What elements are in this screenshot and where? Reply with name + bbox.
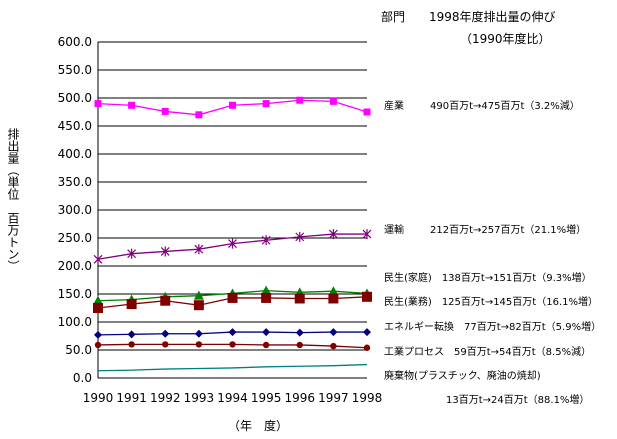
data-point: [93, 303, 103, 313]
chart-subtitle: （1990年度比）: [460, 32, 551, 46]
annotation-commercial: 民生(業務) 125百万t→145百万t（16.1%増）: [384, 293, 598, 308]
annotation-name: 産業: [384, 101, 404, 112]
y-tick-label: 200.0: [58, 259, 92, 273]
data-point: [328, 229, 338, 240]
annotation-process: 工業プロセス 59百万t→54百万t（8.5%減）: [384, 343, 591, 358]
annotation-industry: 産業 490百万t→475百万t（3.2%減）: [384, 97, 580, 112]
data-point: [94, 341, 102, 349]
y-tick-label: 500.0: [58, 91, 92, 105]
x-tick-label: 1996: [284, 391, 315, 405]
data-point: [126, 299, 137, 310]
annotation-text: 77百万t→82百万t（5.9%増）: [464, 322, 602, 333]
data-point: [296, 341, 303, 349]
data-point: [160, 246, 170, 257]
data-point: [261, 285, 272, 295]
data-point: [94, 330, 102, 339]
data-point: [262, 341, 270, 349]
data-point: [194, 329, 203, 338]
annotation-text: 125百万t→145百万t（16.1%増）: [441, 297, 598, 308]
x-tick-label: 1994: [217, 391, 248, 405]
data-point: [94, 100, 102, 108]
annotation-name: 民生(家庭): [384, 273, 432, 284]
annotation-transport: 運輸 212百万t→257百万t（21.1%増）: [384, 221, 586, 236]
data-point: [295, 231, 305, 242]
y-tick-label: 350.0: [58, 175, 92, 189]
annotation-waste: 廃棄物(プラスチック、廃油の焼却): [384, 367, 541, 382]
annotation-name: 民生(業務): [384, 297, 432, 308]
data-point: [128, 341, 135, 348]
data-point: [162, 341, 169, 348]
data-point: [195, 341, 203, 348]
series-line: [97, 363, 368, 372]
data-point: [363, 108, 371, 116]
y-tick-label: 0.0: [73, 371, 92, 385]
annotation-residential: 民生(家庭) 138百万t→151百万t（9.3%増）: [384, 269, 592, 284]
data-point: [193, 290, 204, 300]
annotation-energy: エネルギー転換 77百万t→82百万t（5.9%増）: [384, 318, 601, 333]
data-point: [229, 101, 236, 109]
data-point: [362, 229, 372, 240]
x-tick-label: 1990: [83, 391, 114, 405]
data-point: [261, 235, 271, 246]
x-tick-label: 1992: [150, 391, 181, 405]
data-point: [363, 344, 371, 351]
data-point: [93, 295, 103, 305]
x-tick-label: 1997: [318, 391, 349, 405]
annotation-text: 13百万t→24百万t（88.1%増）: [446, 395, 590, 406]
x-tick-label: 1991: [116, 391, 147, 405]
y-tick-label: 400.0: [58, 147, 92, 161]
data-point: [127, 330, 136, 339]
annotation-text: 138百万t→151百万t（9.3%増）: [441, 273, 592, 284]
x-tick-label: 1993: [184, 391, 215, 405]
y-tick-label: 600.0: [58, 35, 92, 49]
annotation-waste-text: 13百万t→24百万t（88.1%増）: [446, 391, 589, 406]
data-point: [193, 300, 204, 311]
annotation-name: 工業プロセス: [384, 347, 444, 358]
data-point: [128, 101, 136, 109]
data-point: [328, 293, 339, 304]
annotation-name: 廃棄物(プラスチック、廃油の焼却): [384, 371, 541, 382]
data-point: [195, 111, 203, 119]
y-tick-label: 50.0: [65, 343, 92, 357]
y-tick-label: 550.0: [58, 63, 92, 77]
data-point: [262, 100, 270, 108]
y-tick-label: 150.0: [58, 287, 92, 301]
data-point: [328, 286, 339, 296]
data-point: [161, 329, 170, 338]
y-tick-label: 250.0: [58, 231, 92, 245]
data-point: [227, 292, 238, 303]
data-point: [127, 248, 137, 259]
data-point: [228, 238, 237, 249]
data-point: [93, 254, 103, 265]
data-point: [228, 328, 237, 337]
data-point: [261, 292, 272, 303]
data-point: [296, 96, 304, 104]
y-axis-label: 排出量（単位 百万トン）: [6, 128, 20, 272]
data-point: [294, 293, 305, 304]
data-point: [160, 295, 171, 306]
data-point: [194, 244, 204, 255]
chart-title: 部門 1998年度排出量の伸び: [381, 10, 556, 24]
y-tick-label: 300.0: [58, 203, 92, 217]
y-tick-label: 450.0: [58, 119, 92, 133]
data-point: [330, 342, 337, 350]
data-point: [262, 328, 271, 337]
x-axis-label: （年 度）: [228, 419, 289, 433]
data-point: [329, 328, 338, 337]
annotation-text: 490百万t→475百万t（3.2%減）: [430, 101, 580, 112]
data-point: [295, 328, 304, 337]
annotation-text: 59百万t→54百万t（8.5%減）: [454, 347, 592, 358]
annotation-name: エネルギー転換: [384, 322, 454, 333]
data-point: [229, 341, 236, 348]
data-point: [362, 291, 372, 302]
x-tick-label: 1995: [251, 391, 282, 405]
y-tick-label: 100.0: [58, 315, 92, 329]
data-point: [161, 107, 169, 115]
x-tick-label: 1998: [352, 391, 383, 405]
annotation-name: 運輸: [384, 225, 404, 236]
data-point: [329, 97, 337, 105]
annotation-text: 212百万t→257百万t（21.1%増）: [430, 225, 587, 236]
data-point: [363, 328, 371, 337]
